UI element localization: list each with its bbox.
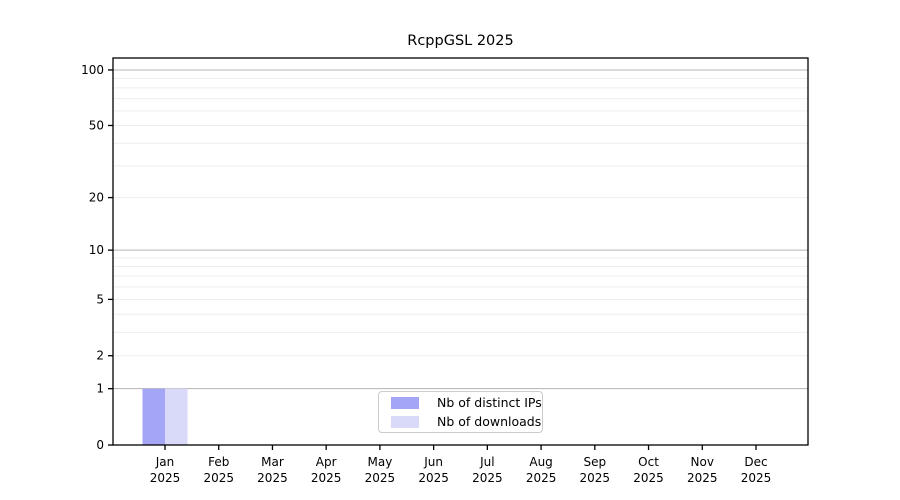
x-tick-label-year: 2025: [203, 471, 234, 485]
x-tick-label-year: 2025: [472, 471, 503, 485]
y-tick-label: 1: [96, 382, 104, 396]
bar-nb-of-downloads: [165, 388, 188, 445]
x-tick-label-month: Jun: [423, 455, 443, 469]
legend-swatch: [391, 396, 419, 409]
x-tick-label-month: Feb: [208, 455, 229, 469]
x-tick-label-month: Aug: [529, 455, 552, 469]
x-tick-label-year: 2025: [741, 471, 772, 485]
x-tick-label-year: 2025: [311, 471, 342, 485]
x-tick-label-year: 2025: [526, 471, 557, 485]
x-tick-label-month: Sep: [584, 455, 607, 469]
y-tick-label: 2: [96, 349, 104, 363]
legend-swatch: [391, 415, 419, 428]
x-tick-label-year: 2025: [580, 471, 611, 485]
x-tick-label-month: May: [368, 455, 393, 469]
x-tick-label-month: Dec: [744, 455, 767, 469]
bar-nb-of-distinct-ips: [142, 388, 165, 445]
x-tick-label-month: Oct: [638, 455, 659, 469]
legend: Nb of distinct IPs Nb of downloads: [378, 391, 543, 433]
plot-border: [112, 57, 809, 446]
y-tick-label: 100: [81, 63, 104, 77]
x-tick-label-month: Apr: [316, 455, 337, 469]
chart-title: RcppGSL 2025: [407, 33, 514, 49]
legend-item: Nb of downloads: [391, 414, 541, 430]
y-tick-label: 10: [89, 243, 104, 257]
x-tick-label-year: 2025: [418, 471, 449, 485]
x-tick-label-month: Nov: [691, 455, 714, 469]
legend-item: Nb of distinct IPs: [391, 395, 542, 411]
x-tick-label-month: Mar: [261, 455, 284, 469]
x-tick-label-year: 2025: [365, 471, 396, 485]
x-tick-label-year: 2025: [633, 471, 664, 485]
y-tick-label: 5: [96, 292, 104, 306]
x-tick-label-month: Jul: [479, 455, 494, 469]
x-tick-label-year: 2025: [257, 471, 288, 485]
y-tick-label: 20: [89, 191, 104, 205]
legend-label: Nb of distinct IPs: [437, 395, 542, 410]
y-tick-label: 0: [96, 438, 104, 452]
x-tick-label-month: Jan: [155, 455, 175, 469]
y-tick-label: 50: [89, 118, 104, 132]
x-tick-label-year: 2025: [150, 471, 181, 485]
x-tick-label-year: 2025: [687, 471, 718, 485]
legend-label: Nb of downloads: [437, 414, 542, 429]
